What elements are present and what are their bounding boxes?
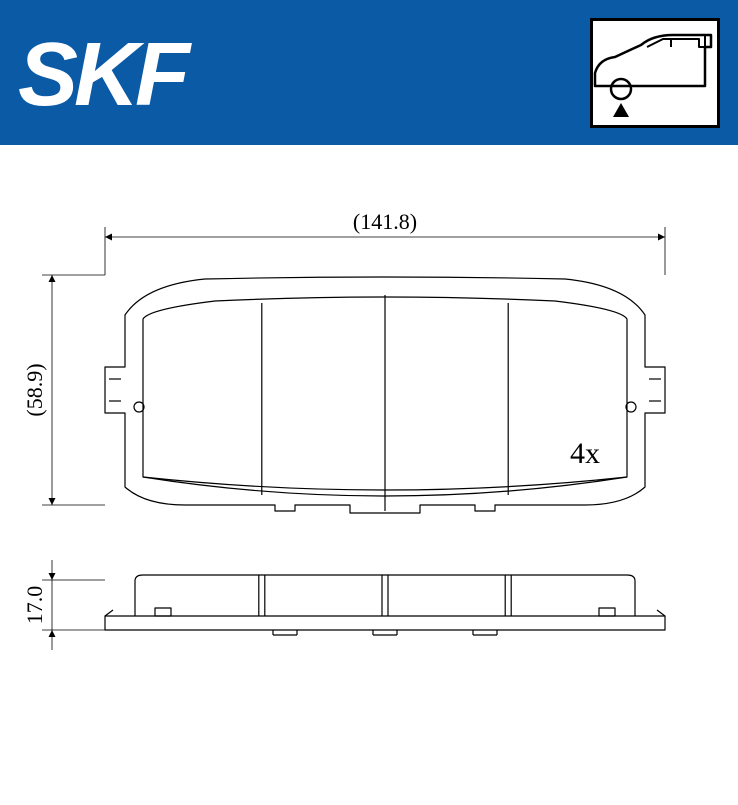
brake-pad-front-view: [105, 277, 665, 513]
technical-drawing: (141.8) (58.9) 17.0 4x: [0, 145, 738, 800]
brand-logo: SKF: [18, 24, 186, 127]
dim-height-label: (58.9): [22, 363, 47, 416]
axle-position-icon: [590, 18, 720, 128]
dim-thickness-label: 17.0: [22, 586, 47, 625]
header-bar: SKF: [0, 0, 738, 145]
dim-width-label: (141.8): [353, 209, 417, 234]
brake-pad-side-view: [105, 575, 665, 635]
quantity-label: 4x: [570, 437, 600, 470]
